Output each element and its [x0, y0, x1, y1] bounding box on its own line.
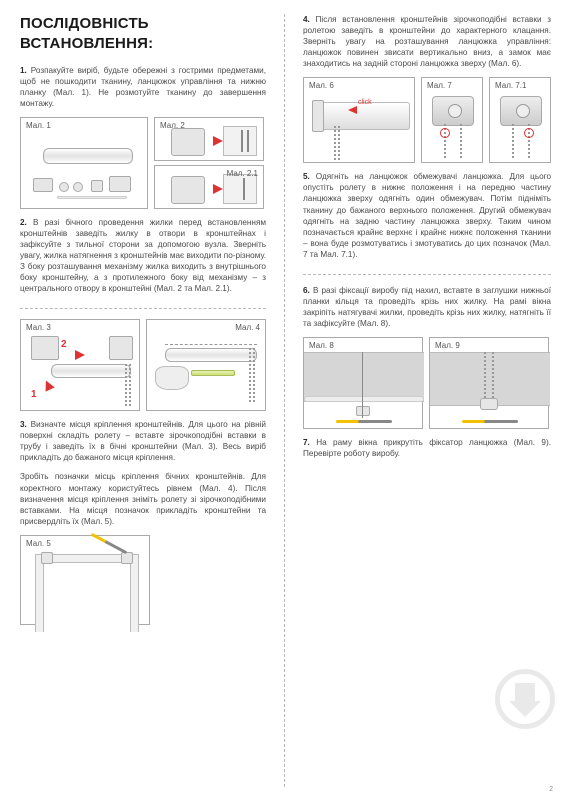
- fig-row-1: Мал. 1 Мал. 2: [20, 117, 266, 209]
- fig-3: Мал. 3 1 2: [20, 319, 140, 411]
- fig-8-label: Мал. 8: [309, 341, 334, 352]
- step-5-body: Одягніть на ланцюжок обмежувачі ланцюжка…: [303, 172, 551, 258]
- step-3-num: 3.: [20, 420, 27, 429]
- fig-2-stack: Мал. 2 Мал. 2.1: [154, 117, 264, 209]
- page-number: 2: [549, 786, 553, 793]
- fig-7-1: Мал. 7.1: [489, 77, 551, 163]
- right-separator: [303, 274, 551, 275]
- fig-row-4: Мал. 6 click Мал. 7 Мал. 7.1: [303, 77, 551, 163]
- fig-3-label: Мал. 3: [26, 323, 51, 334]
- page-root: ПОСЛІДОВНІСТЬ ВСТАНОВЛЕННЯ: 1. Розпакуйт…: [0, 0, 565, 799]
- fig-6-label: Мал. 6: [309, 81, 334, 92]
- step-6-num: 6.: [303, 286, 310, 295]
- step-4-num: 4.: [303, 15, 310, 24]
- page-title: ПОСЛІДОВНІСТЬ ВСТАНОВЛЕННЯ:: [20, 14, 266, 55]
- fig-2: Мал. 2: [154, 117, 264, 161]
- step-7-num: 7.: [303, 438, 310, 447]
- fig-5-label: Мал. 5: [26, 539, 51, 550]
- step-7-body: На раму вікна прикрутіть фіксатор ланцюж…: [303, 438, 551, 458]
- step-2-body: В разі бічного проведення жилки перед вс…: [20, 218, 266, 293]
- fig-6: Мал. 6 click: [303, 77, 415, 163]
- right-column: 4. Після встановлення кронштейнів зірочк…: [303, 14, 551, 787]
- step-1-text: 1. Розпакуйте виріб, будьте обережні з г…: [20, 65, 266, 109]
- step-5-text: 5. Одягніть на ланцюжок обмежувачі ланцю…: [303, 171, 551, 260]
- fig-7: Мал. 7: [421, 77, 483, 163]
- fig-1: Мал. 1: [20, 117, 148, 209]
- fig-3-num2: 2: [61, 338, 67, 352]
- step-7-text: 7. На раму вікна прикрутіть фіксатор лан…: [303, 437, 551, 459]
- step-6-text: 6. В разі фіксації виробу під нахил, вст…: [303, 285, 551, 329]
- left-separator: [20, 308, 266, 309]
- fig-row-6: Мал. 8 Мал. 9: [303, 337, 551, 429]
- fig-9: Мал. 9: [429, 337, 549, 429]
- fig-2-1: Мал. 2.1: [154, 165, 264, 209]
- step-5-num: 5.: [303, 172, 310, 181]
- fig-9-label: Мал. 9: [435, 341, 460, 352]
- vertical-divider: [284, 14, 285, 787]
- step-3a-text: 3. Визначте місця кріплення кронштейнів.…: [20, 419, 266, 463]
- fig-2-label: Мал. 2: [160, 121, 185, 132]
- fig-5: Мал. 5: [20, 535, 150, 625]
- step-4-text: 4. Після встановлення кронштейнів зірочк…: [303, 14, 551, 69]
- fig-8: Мал. 8: [303, 337, 423, 429]
- fig-row-2: Мал. 3 1 2 Мал. 4: [20, 319, 266, 411]
- step-2-num: 2.: [20, 218, 27, 227]
- step-1-body: Розпакуйте виріб, будьте обережні з гост…: [20, 66, 266, 108]
- step-2-text: 2. В разі бічного проведення жилки перед…: [20, 217, 266, 294]
- left-column: ПОСЛІДОВНІСТЬ ВСТАНОВЛЕННЯ: 1. Розпакуйт…: [20, 14, 266, 787]
- step-4-body: Після встановлення кронштейнів зірочкопо…: [303, 15, 551, 68]
- fig-7-1-label: Мал. 7.1: [495, 81, 526, 92]
- step-3a-body: Визначте місця кріплення кронштейнів. Дл…: [20, 420, 266, 462]
- fig-4: Мал. 4: [146, 319, 266, 411]
- fig-2-1-label: Мал. 2.1: [227, 169, 258, 180]
- step-6-body: В разі фіксації виробу під нахил, вставт…: [303, 286, 551, 328]
- fig-7-label: Мал. 7: [427, 81, 452, 92]
- step-1-num: 1.: [20, 66, 27, 75]
- fig-4-label: Мал. 4: [235, 323, 260, 334]
- fig-1-label: Мал. 1: [26, 121, 51, 132]
- fig-3-num1: 1: [31, 388, 37, 402]
- click-label: click: [358, 98, 372, 107]
- step-3b-text: Зробіть позначки місць кріплення бічних …: [20, 471, 266, 526]
